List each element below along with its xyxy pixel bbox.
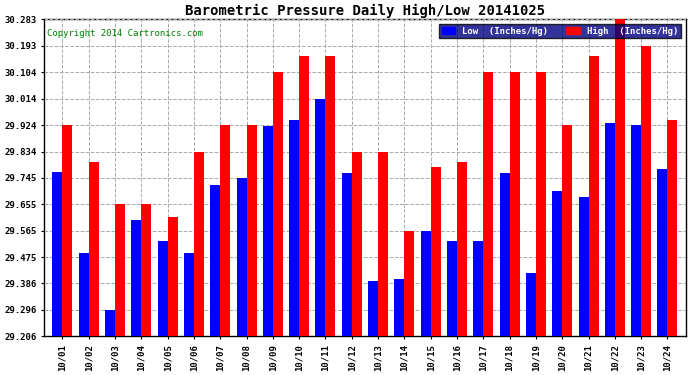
Bar bbox=[615, 20, 625, 336]
Bar bbox=[526, 273, 536, 336]
Bar bbox=[641, 46, 651, 336]
Bar bbox=[352, 152, 362, 336]
Bar bbox=[299, 56, 309, 336]
Bar bbox=[378, 152, 388, 336]
Bar bbox=[457, 162, 467, 336]
Bar bbox=[184, 253, 194, 336]
Bar bbox=[578, 197, 589, 336]
Bar bbox=[105, 310, 115, 336]
Bar bbox=[421, 231, 431, 336]
Bar bbox=[605, 123, 615, 336]
Bar bbox=[473, 241, 483, 336]
Bar bbox=[404, 231, 415, 336]
Bar bbox=[210, 185, 220, 336]
Bar bbox=[220, 125, 230, 336]
Title: Barometric Pressure Daily High/Low 20141025: Barometric Pressure Daily High/Low 20141… bbox=[185, 4, 545, 18]
Bar bbox=[79, 253, 89, 336]
Bar bbox=[273, 72, 283, 336]
Bar bbox=[63, 125, 72, 336]
Bar bbox=[263, 126, 273, 336]
Bar bbox=[536, 72, 546, 336]
Bar bbox=[289, 120, 299, 336]
Bar bbox=[131, 220, 141, 336]
Legend: Low  (Inches/Hg), High  (Inches/Hg): Low (Inches/Hg), High (Inches/Hg) bbox=[439, 24, 681, 38]
Bar bbox=[431, 168, 441, 336]
Bar bbox=[315, 99, 326, 336]
Bar bbox=[368, 281, 378, 336]
Bar bbox=[342, 173, 352, 336]
Bar bbox=[631, 125, 641, 336]
Bar bbox=[552, 191, 562, 336]
Bar bbox=[168, 217, 177, 336]
Bar bbox=[89, 162, 99, 336]
Bar bbox=[246, 125, 257, 336]
Bar bbox=[510, 72, 520, 336]
Text: Copyright 2014 Cartronics.com: Copyright 2014 Cartronics.com bbox=[47, 29, 203, 38]
Bar bbox=[562, 125, 572, 336]
Bar bbox=[395, 279, 404, 336]
Bar bbox=[483, 72, 493, 336]
Bar bbox=[667, 120, 678, 336]
Bar bbox=[158, 241, 168, 336]
Bar bbox=[589, 56, 598, 336]
Bar bbox=[658, 169, 667, 336]
Bar bbox=[500, 173, 510, 336]
Bar bbox=[52, 172, 63, 336]
Bar bbox=[141, 204, 151, 336]
Bar bbox=[326, 56, 335, 336]
Bar bbox=[194, 152, 204, 336]
Bar bbox=[237, 178, 246, 336]
Bar bbox=[447, 241, 457, 336]
Bar bbox=[115, 204, 125, 336]
